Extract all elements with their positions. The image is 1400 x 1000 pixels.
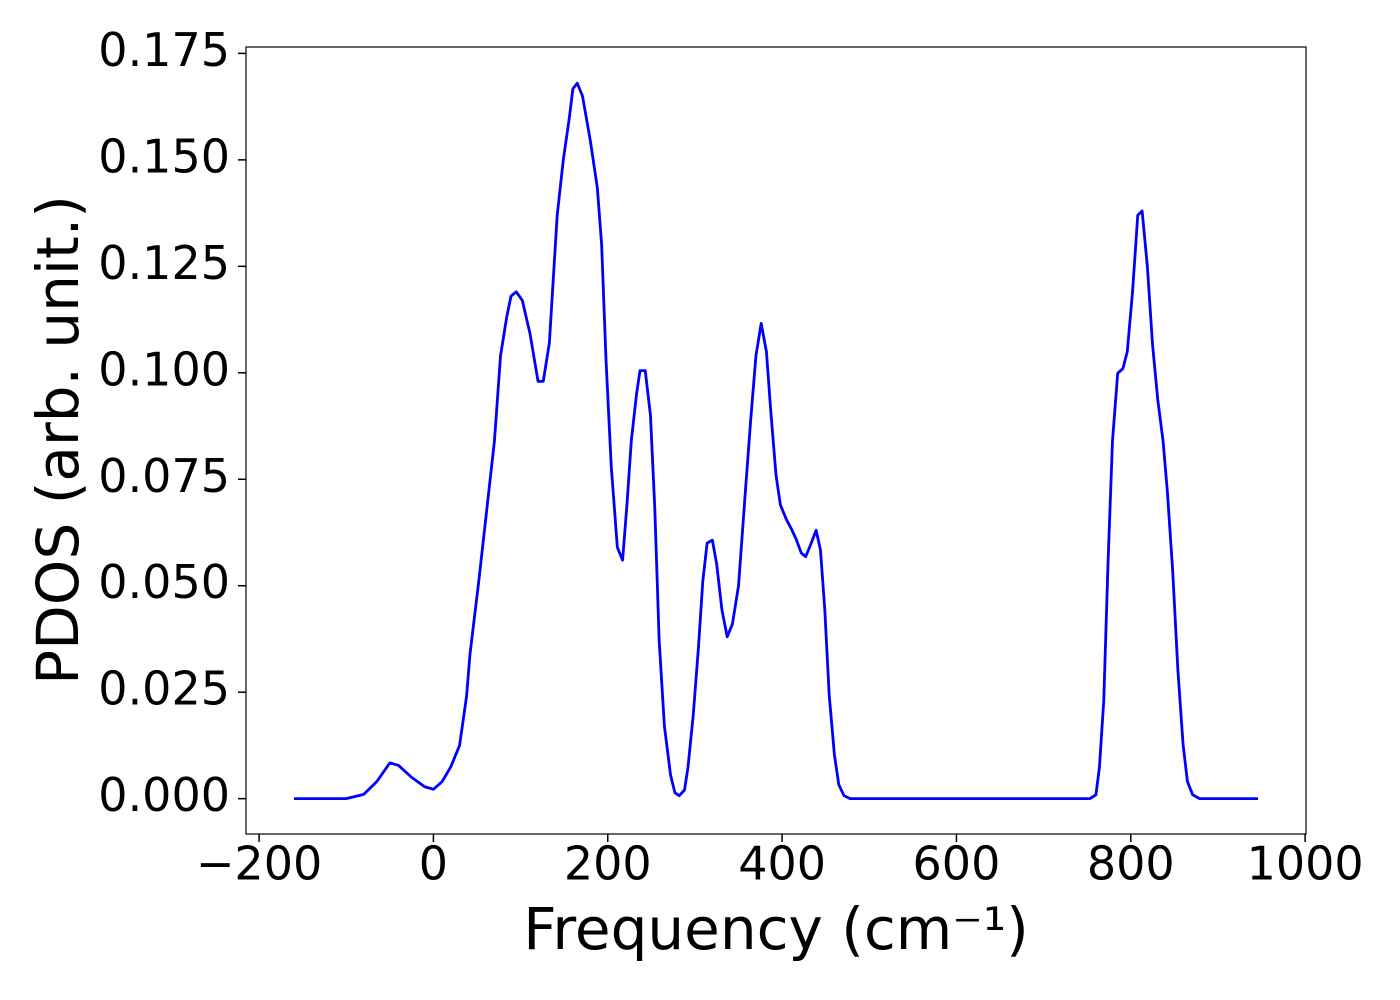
x-axis-label: Frequency (cm⁻¹) — [523, 895, 1029, 963]
y-tick-label: 0.050 — [98, 555, 230, 609]
x-tick-label: 600 — [913, 837, 1001, 891]
x-tick-label: −200 — [196, 837, 322, 891]
y-tick-label: 0.000 — [98, 768, 230, 822]
line — [293, 81, 1259, 801]
x-tick-label: 200 — [564, 837, 652, 891]
plot-frame — [245, 46, 1307, 835]
y-tick-label: 0.075 — [98, 449, 230, 503]
y-tick-label: 0.150 — [98, 129, 230, 183]
y-tick-label: 0.175 — [98, 23, 230, 77]
y-axis-label: PDOS (arb. unit.) — [24, 195, 92, 685]
y-tick-label: 0.125 — [98, 236, 230, 290]
x-tick-label: 800 — [1087, 837, 1175, 891]
x-tick-label: 0 — [419, 837, 448, 891]
x-tick-label: 400 — [738, 837, 826, 891]
y-tick-label: 0.100 — [98, 342, 230, 396]
y-tick-label: 0.025 — [98, 662, 230, 716]
x-tick-label: 1000 — [1247, 837, 1364, 891]
